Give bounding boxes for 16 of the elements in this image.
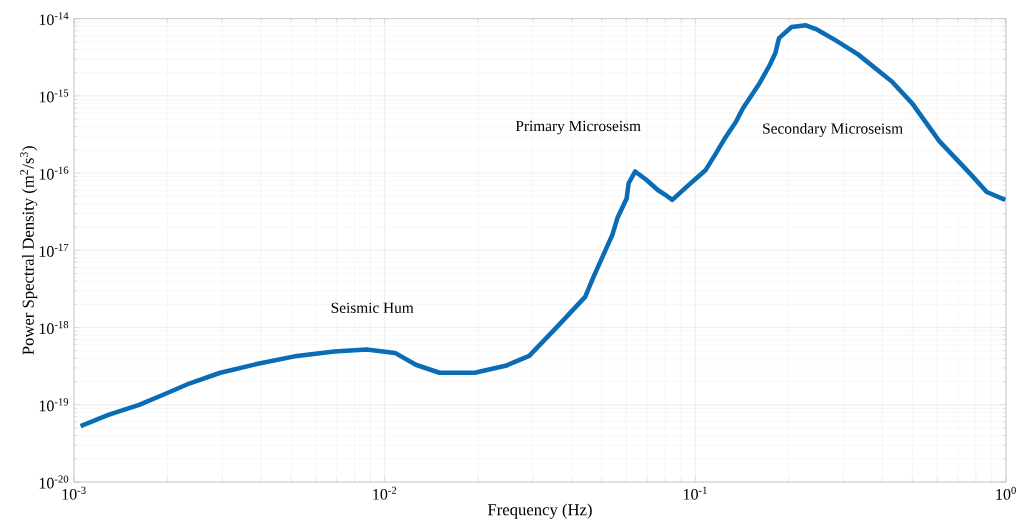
annotation: Seismic Hum [331,302,414,313]
annotation: Primary Microseism [515,120,641,135]
x-tick-label: 10$^{-2}$ [373,486,397,500]
x-tick-label: 10$^{-3}$ [62,486,86,500]
y-tick-label: 10$^{-17}$ [39,243,69,257]
y-axis-title: Power Spectral Density (m$^{2}$/s$^{3}$) [20,146,38,355]
y-tick-label: 10$^{-19}$ [39,398,69,412]
y-tick-label: 10$^{-15}$ [39,89,69,103]
annotation: Secondary Microseism [763,122,903,137]
y-tick-label: 10$^{-20}$ [39,475,69,489]
x-tick-label: 10$^{0}$ [996,486,1016,500]
y-tick-label: 10$^{-16}$ [39,166,69,180]
y-tick-label: 10$^{-14}$ [39,12,69,26]
y-tick-label: 10$^{-18}$ [39,321,69,335]
x-axis-title: Frequency (Hz) [487,503,592,519]
x-tick-label: 10$^{-1}$ [683,486,707,500]
